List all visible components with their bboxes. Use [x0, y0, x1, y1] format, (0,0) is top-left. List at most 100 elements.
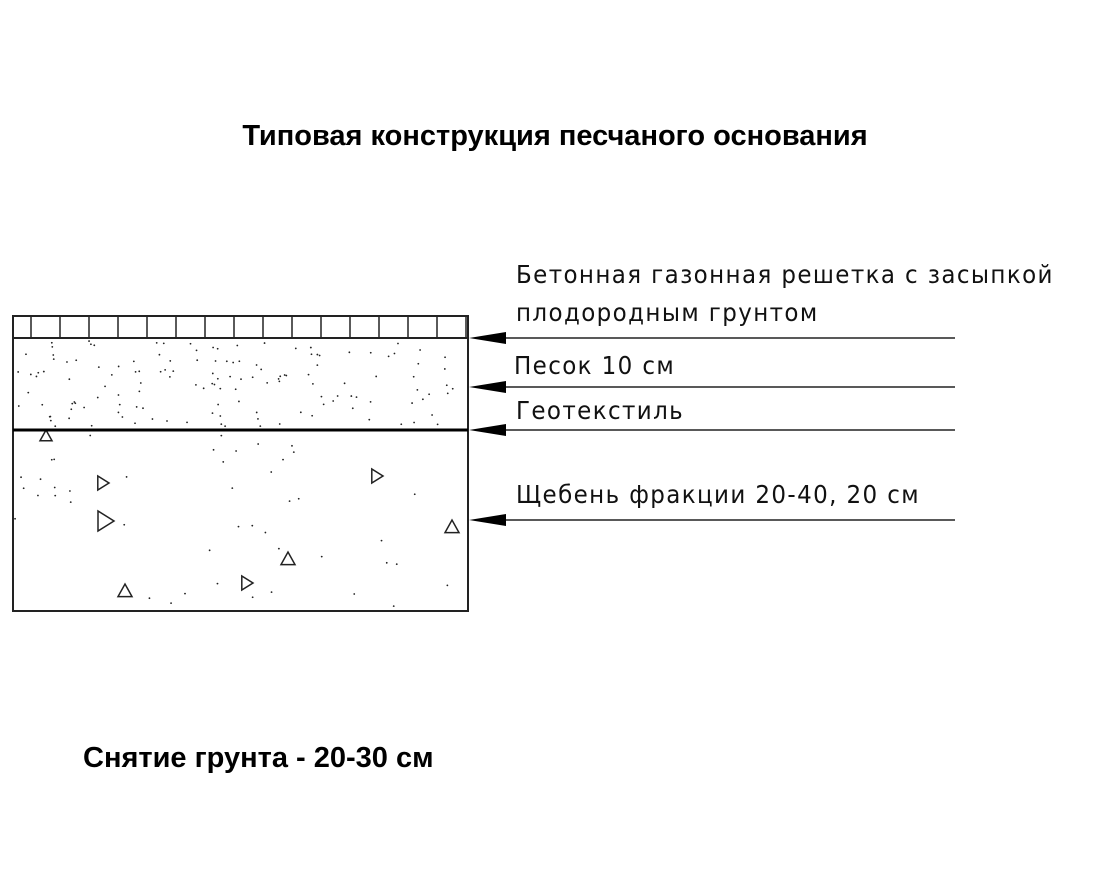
sand-dot — [90, 343, 92, 346]
sand-dot — [158, 353, 161, 356]
gravel-dot — [53, 458, 56, 461]
sand-dot — [397, 342, 399, 345]
sand-dot — [278, 423, 281, 425]
sand-dot — [52, 354, 55, 356]
gravel-dot — [395, 563, 398, 566]
gravel-dot — [222, 461, 225, 463]
sand-dot — [220, 423, 223, 426]
sand-dot — [234, 388, 237, 391]
sand-dot — [35, 375, 38, 378]
sand-dot — [283, 374, 286, 376]
gravel-dot — [50, 458, 53, 461]
sand-dot — [139, 382, 142, 384]
sand-dot — [52, 358, 55, 361]
section-outline — [12, 315, 469, 612]
sand-dot — [49, 419, 52, 422]
sand-dot — [90, 424, 93, 427]
gravel-dot — [282, 458, 284, 461]
sand-dot — [229, 375, 232, 378]
gravel-dot — [212, 448, 215, 451]
sand-dot — [195, 349, 198, 352]
sand-dot — [266, 382, 269, 384]
sand-dot — [411, 402, 413, 404]
gravel-dot — [385, 561, 388, 564]
sand-dot — [436, 423, 439, 426]
sand-texture — [14, 340, 454, 608]
sand-dot — [307, 373, 310, 376]
sand-dot — [311, 414, 314, 417]
sand-dot — [117, 394, 120, 396]
gravel-dot — [37, 494, 39, 497]
sand-dot — [17, 371, 20, 373]
gravel-stone-icon — [443, 518, 461, 534]
sand-dot — [168, 375, 171, 378]
sand-dot — [166, 420, 168, 422]
sand-dot — [73, 401, 76, 403]
sand-dot — [318, 354, 321, 357]
sand-dot — [412, 375, 415, 378]
sand-dot — [444, 356, 446, 359]
sand-dot — [332, 400, 335, 402]
sand-dot — [279, 375, 282, 378]
sand-dot — [96, 396, 99, 399]
sand-dot — [93, 344, 96, 347]
gravel-dot — [270, 471, 273, 473]
sand-dot — [278, 380, 281, 383]
sand-dot — [369, 351, 372, 354]
gravel-dot — [123, 523, 126, 526]
sand-dot — [451, 387, 454, 390]
sand-dot — [117, 365, 120, 368]
gravel-stone-icon — [38, 428, 54, 442]
label-geotextile: Геотекстиль — [516, 396, 685, 425]
sand-dot — [351, 407, 354, 410]
gravel-dot — [277, 547, 280, 550]
arrowhead-icon — [469, 381, 506, 393]
gravel-dot — [264, 531, 267, 534]
gravel-dot — [392, 605, 395, 608]
sand-dot — [316, 353, 319, 356]
sand-dot — [17, 405, 20, 407]
gravel-dot — [69, 490, 71, 492]
sand-dot — [257, 418, 259, 420]
gravel-dot — [380, 539, 383, 542]
sand-dot — [37, 371, 40, 374]
gravel-dot — [235, 450, 237, 452]
sand-dot — [368, 418, 371, 421]
sand-dot — [54, 425, 57, 428]
sand-dot — [132, 360, 135, 363]
sand-dot — [224, 425, 227, 428]
sand-dot — [159, 370, 162, 373]
gravel-dot — [20, 476, 22, 479]
sand-dot — [240, 378, 242, 381]
sand-dot — [400, 423, 403, 426]
sand-dot — [277, 378, 280, 380]
gravel-dot — [231, 487, 234, 490]
sand-dot — [217, 403, 220, 406]
sand-dot — [355, 396, 358, 399]
sand-dot — [186, 421, 188, 424]
sand-dot — [214, 360, 217, 362]
sand-dot — [375, 375, 378, 378]
sand-dot — [413, 421, 415, 424]
gravel-dot — [288, 500, 291, 502]
gravel-stone-icon — [97, 474, 111, 492]
lawn-grid-layer — [30, 316, 467, 338]
sand-dot — [172, 370, 175, 373]
sand-dot — [42, 370, 45, 373]
sand-dot — [155, 341, 158, 344]
sand-dot — [336, 395, 339, 397]
gravel-dot — [251, 524, 254, 527]
sand-dot — [110, 373, 113, 376]
sand-dot — [51, 345, 54, 348]
sand-dot — [25, 353, 27, 356]
sand-dot — [27, 391, 30, 394]
arrowhead-icon — [469, 514, 506, 526]
gravel-dot — [89, 434, 92, 437]
sand-dot — [68, 417, 71, 420]
gravel-dot — [446, 584, 449, 587]
sand-dot — [117, 411, 120, 414]
arrowhead-icon — [469, 424, 506, 436]
label-grid-line1: Бетонная газонная решетка с засыпкой — [516, 260, 1054, 289]
sand-dot — [216, 377, 219, 380]
